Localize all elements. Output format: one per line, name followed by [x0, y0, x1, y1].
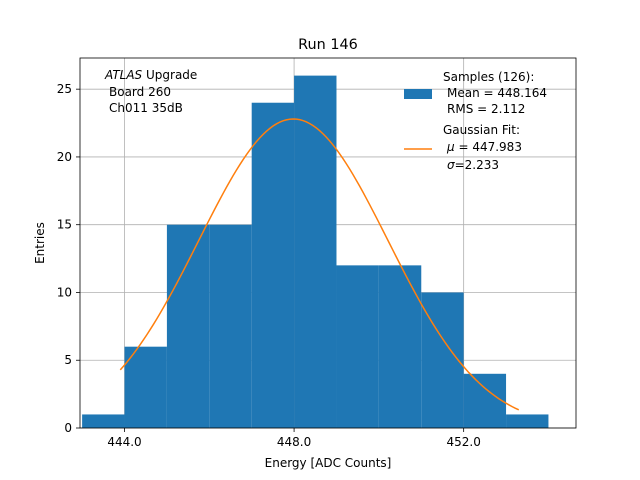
histogram-bar	[294, 75, 337, 428]
histogram-bar	[378, 265, 422, 428]
chart-title: Run 146	[298, 37, 358, 53]
y-tick-label: 25	[57, 82, 72, 96]
upgrade-label: Upgrade	[142, 68, 197, 82]
annotation-line-1: ATLAS Upgrade	[104, 68, 197, 82]
histogram-bar	[209, 224, 252, 428]
x-tick-label: 444.0	[107, 435, 141, 449]
histogram-bars	[82, 75, 549, 428]
y-axis-ticks: 0 5 10 15 20 25	[57, 82, 80, 435]
legend-fit-sigma: σ=2.233	[447, 158, 499, 172]
histogram-bar	[463, 373, 507, 428]
mu-symbol: μ	[446, 140, 455, 154]
y-tick-label: 5	[64, 353, 72, 367]
legend-samples-title: Samples (126):	[443, 70, 534, 84]
x-axis-ticks: 444.0 448.0 452.0	[107, 428, 481, 449]
y-tick-label: 20	[57, 150, 72, 164]
histogram-bar	[336, 265, 379, 428]
sigma-value: =2.233	[455, 158, 499, 172]
plot-frame	[79, 57, 577, 429]
y-tick-label: 0	[64, 421, 72, 435]
histogram-bar	[82, 414, 125, 428]
x-tick-label: 448.0	[277, 435, 311, 449]
sigma-symbol: σ	[447, 158, 455, 172]
y-tick-label: 10	[57, 285, 72, 299]
y-tick-label: 15	[57, 218, 72, 232]
x-tick-label: 452.0	[446, 435, 480, 449]
legend-fit-mu: μ = 447.983	[446, 140, 522, 154]
legend: Samples (126): Mean = 448.164 RMS = 2.11…	[404, 70, 547, 172]
legend-samples-swatch	[404, 89, 432, 99]
legend-samples-mean: Mean = 448.164	[447, 86, 547, 100]
annotation-channel: Ch011 35dB	[109, 101, 183, 115]
y-axis-label: Entries	[33, 222, 47, 264]
histogram-bar	[124, 346, 167, 428]
histogram-bar	[251, 102, 295, 428]
atlas-annotation: ATLAS Upgrade Board 260 Ch011 35dB	[104, 68, 197, 115]
histogram-bar	[506, 414, 549, 428]
gaussian-fit	[119, 118, 520, 411]
x-axis-label: Energy [ADC Counts]	[265, 456, 392, 470]
legend-fit-title: Gaussian Fit:	[443, 123, 520, 137]
histogram-bar	[421, 292, 464, 428]
atlas-label: ATLAS	[104, 68, 143, 82]
annotation-board: Board 260	[109, 85, 171, 99]
gaussian-fit-curve	[119, 118, 520, 411]
legend-samples-rms: RMS = 2.112	[447, 102, 525, 116]
histogram-bar	[166, 224, 210, 428]
mu-value: = 447.983	[455, 140, 522, 154]
